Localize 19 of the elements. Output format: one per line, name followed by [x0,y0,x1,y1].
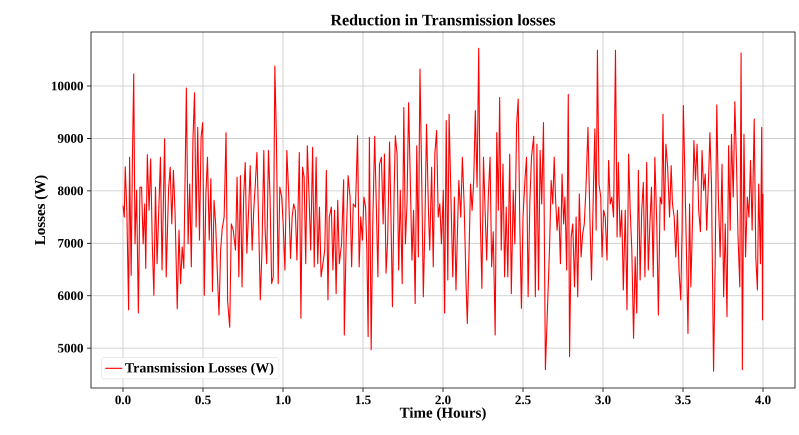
x-tick-label: 1.5 [356,396,371,404]
x-tick-label: 2.5 [515,396,531,404]
y-axis-title: Losses (W) [34,175,48,245]
x-tick-label: 2.0 [435,396,451,404]
legend-label: Transmission Losses (W) [125,362,274,376]
y-tick-label: 5000 [58,344,83,353]
chart-title: Reduction in Transmission losses [330,14,556,26]
x-tick-label: 1.0 [276,396,291,404]
x-tick-label: 3.5 [675,396,691,404]
y-tick-label: 8000 [58,186,83,196]
x-tick-label: 0.0 [115,396,131,404]
y-tick-label: 9000 [58,134,83,143]
y-tick-label: 6000 [58,291,83,300]
x-axis-title: Time (Hours) [400,407,486,421]
x-tick-label: 3.0 [595,396,611,404]
y-tick-label: 7000 [58,238,83,248]
y-tick-label: 10000 [52,82,83,90]
x-tick-label: 4.0 [755,396,771,404]
x-tick-label: 0.5 [195,396,211,404]
